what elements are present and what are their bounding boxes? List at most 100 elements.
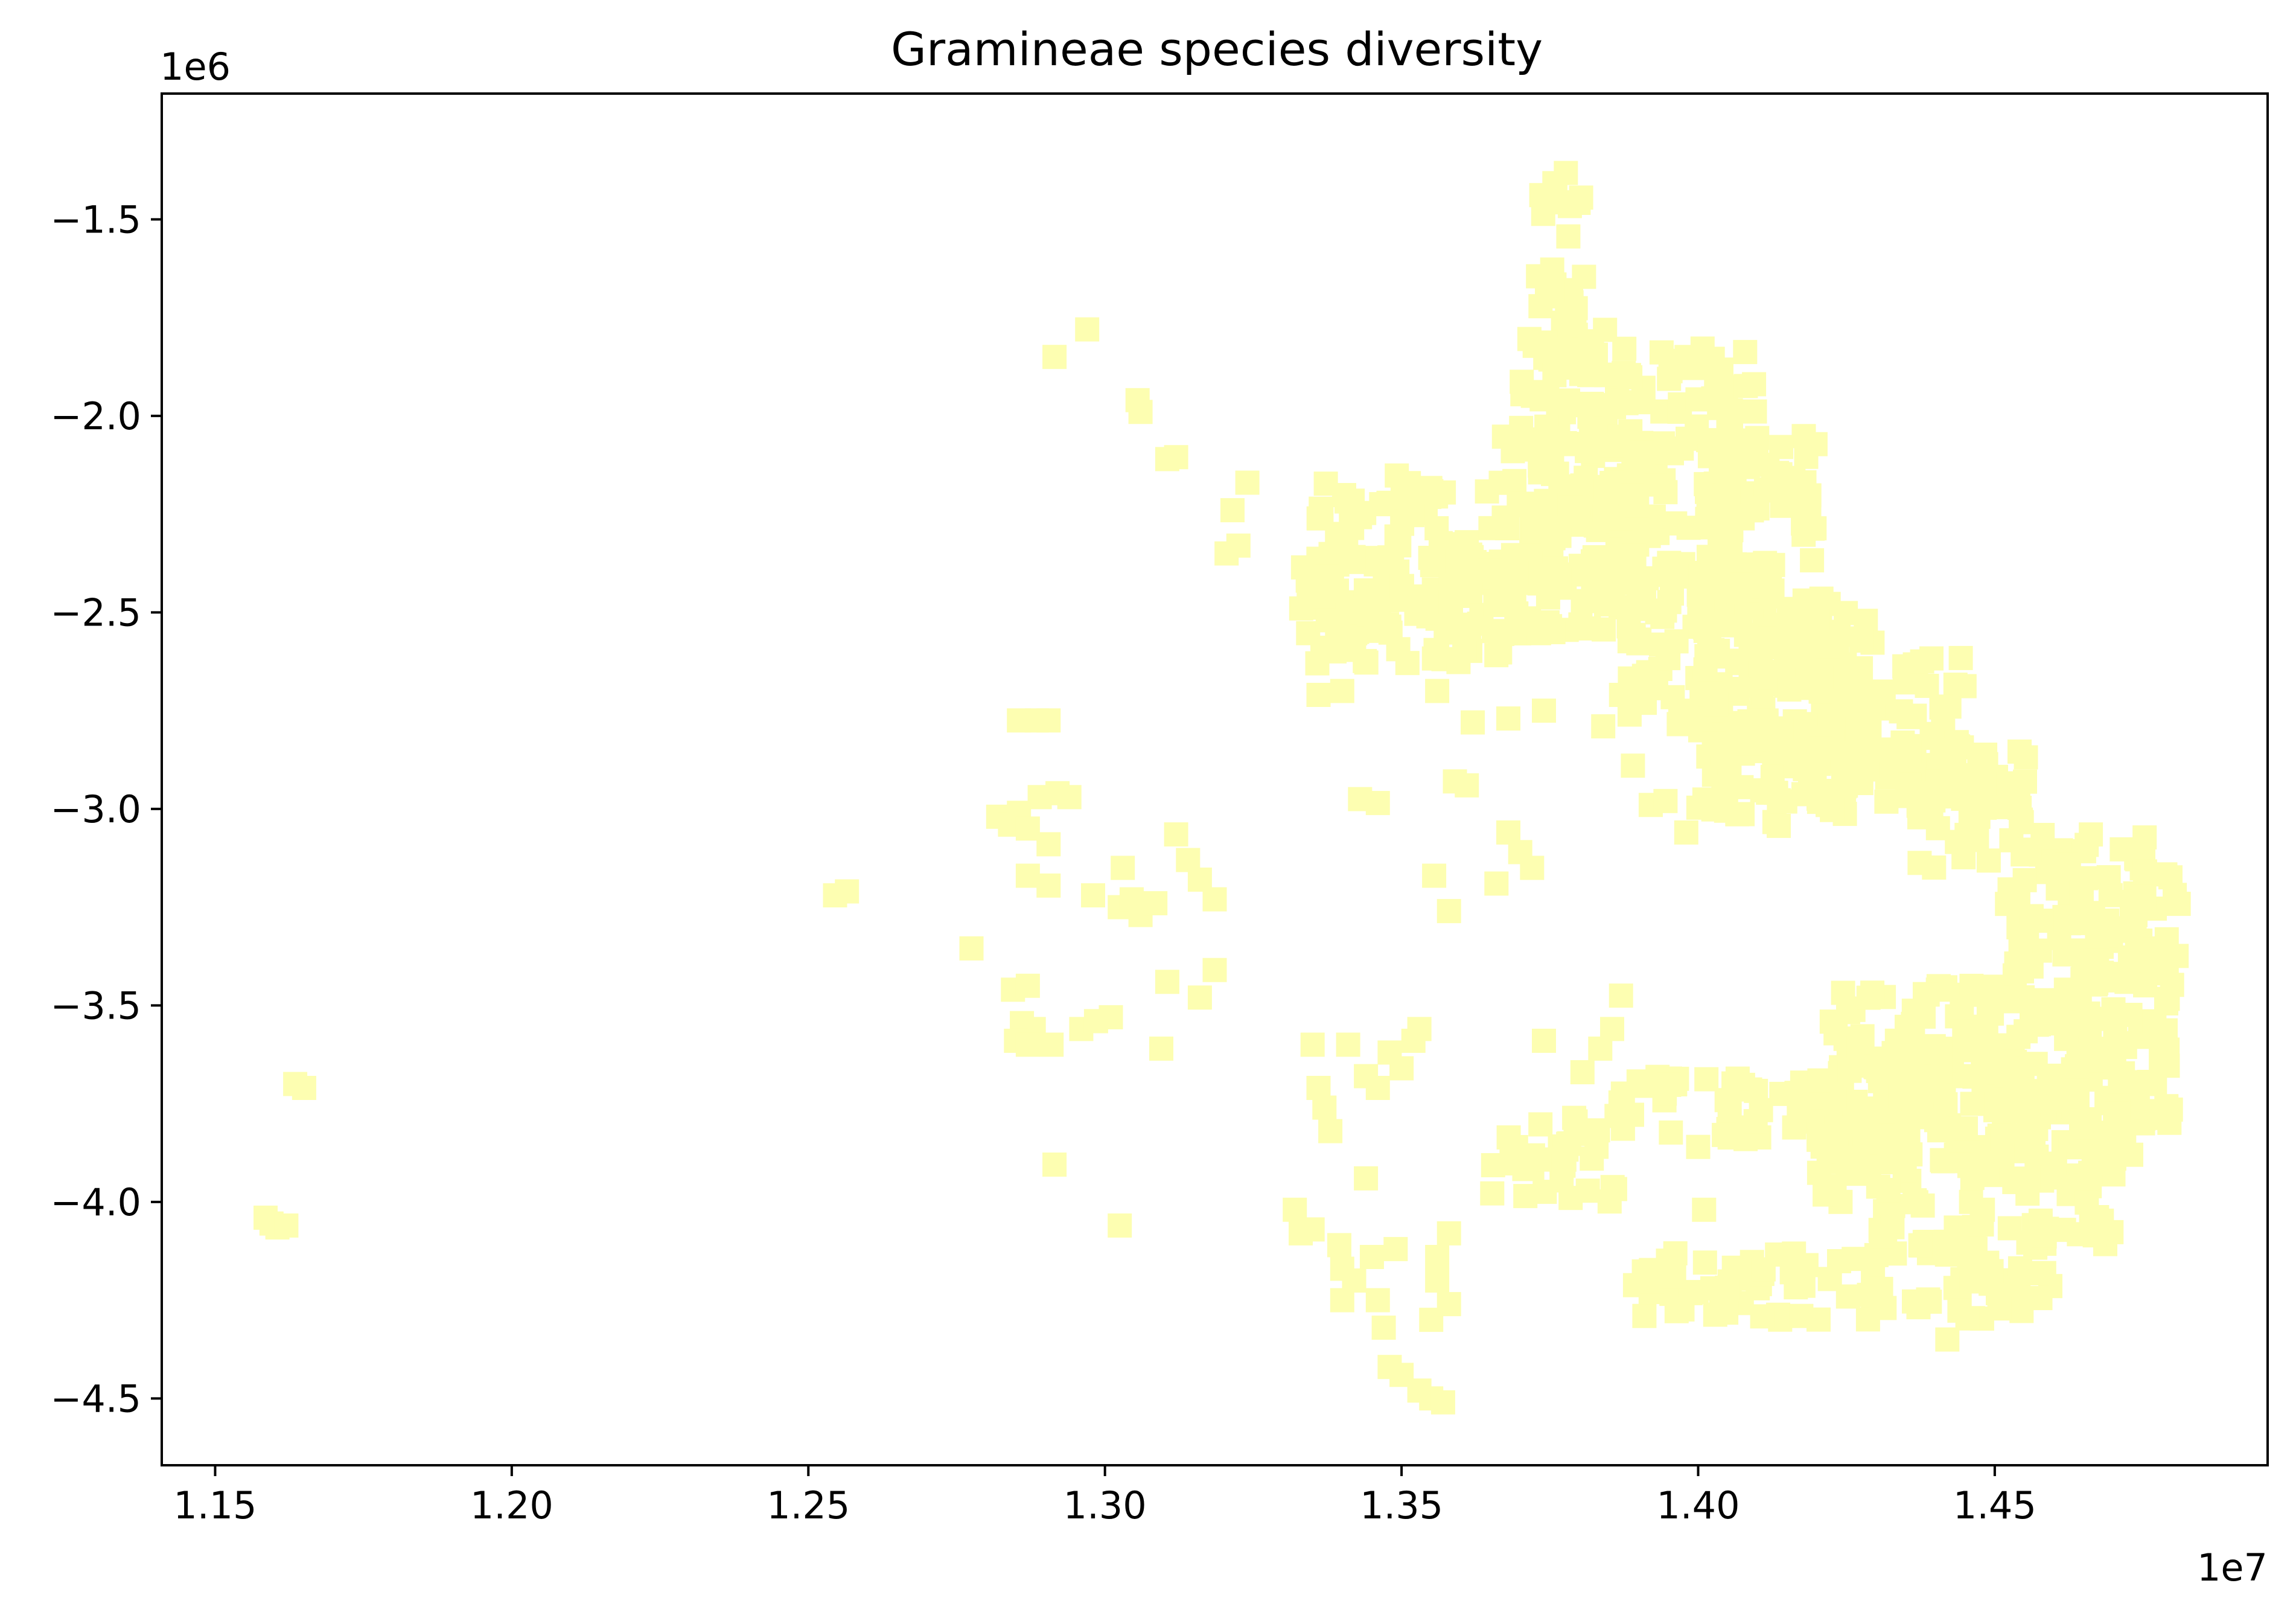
data-point-cluster	[1627, 580, 1651, 604]
data-point-cluster	[1309, 503, 1334, 528]
data-point	[1300, 1217, 1325, 1242]
data-point-cluster	[1716, 479, 1741, 504]
data-point	[1653, 788, 1678, 813]
data-point-cluster	[2132, 884, 2157, 909]
data-point-cluster	[1698, 515, 1723, 540]
data-point-cluster	[1305, 651, 1330, 676]
data-point-cluster	[1802, 516, 1827, 541]
data-point-cluster	[1622, 543, 1647, 568]
data-point-cluster	[1733, 340, 1758, 365]
data-point-cluster	[1987, 985, 2012, 1010]
data-point-cluster	[1395, 651, 1420, 676]
data-point	[1591, 714, 1616, 739]
data-point	[1425, 1245, 1450, 1269]
data-point-cluster	[1907, 805, 1931, 830]
data-point-cluster	[1490, 560, 1514, 584]
data-point-cluster	[1969, 1212, 1994, 1237]
data-point-cluster	[1965, 828, 1989, 852]
data-point	[1300, 1032, 1325, 1057]
data-point	[1036, 708, 1061, 733]
data-point-cluster	[1315, 608, 1340, 633]
data-point-cluster	[1947, 1298, 1972, 1323]
data-point-cluster	[2005, 1099, 2030, 1124]
data-point	[1371, 1316, 1396, 1340]
data-point-cluster	[1869, 1224, 1893, 1249]
data-point-cluster	[1575, 1178, 1600, 1203]
data-point-cluster	[1807, 1160, 1831, 1185]
data-point-cluster	[1605, 388, 1630, 413]
data-point-cluster	[1959, 973, 1984, 998]
data-point-cluster	[1540, 257, 1564, 282]
data-point-cluster	[1983, 1098, 2007, 1122]
data-point	[1318, 1119, 1343, 1143]
data-point	[1015, 816, 1040, 841]
data-point-cluster	[1664, 629, 1689, 654]
data-point-cluster	[1856, 985, 1881, 1010]
data-point-cluster	[2014, 1019, 2038, 1044]
data-point	[1164, 822, 1188, 847]
data-point-cluster	[2042, 1151, 2067, 1176]
data-point	[1220, 498, 1245, 523]
data-point	[1600, 1017, 1624, 1041]
data-point-cluster	[1541, 620, 1566, 645]
data-point-cluster	[1768, 462, 1793, 487]
data-point-cluster	[1547, 566, 1572, 590]
data-point	[1532, 699, 1556, 723]
data-point-cluster	[1692, 1250, 1717, 1275]
data-point-cluster	[1559, 393, 1584, 418]
x-tick-label: 1.30	[1063, 1483, 1147, 1527]
data-point-cluster	[1749, 1098, 1773, 1122]
data-point-cluster	[1896, 705, 1921, 729]
data-point-cluster	[2026, 1089, 2050, 1113]
data-point	[1108, 1213, 1132, 1238]
data-point	[959, 936, 984, 961]
data-point	[1235, 470, 1260, 495]
y-tick-label: −3.5	[50, 983, 141, 1028]
data-point-cluster	[1738, 635, 1763, 659]
data-point-cluster	[1805, 609, 1830, 633]
data-point-cluster	[1594, 549, 1619, 574]
data-point-cluster	[1874, 789, 1899, 814]
data-point-cluster	[1522, 333, 1547, 358]
data-point-cluster	[1813, 1182, 1837, 1207]
data-point-cluster	[1712, 1122, 1736, 1147]
data-point	[1354, 1166, 1379, 1191]
data-point-cluster	[1820, 798, 1845, 822]
data-point-cluster	[1937, 694, 1962, 719]
data-point-cluster	[1664, 564, 1689, 589]
data-point-cluster	[1963, 1236, 1988, 1261]
data-point-cluster	[1770, 493, 1794, 518]
data-point-cluster	[1997, 877, 2022, 902]
data-point-cluster	[2069, 881, 2094, 906]
data-point-cluster	[1950, 995, 1974, 1020]
data-point-cluster	[1620, 483, 1645, 508]
data-point-cluster	[1424, 516, 1449, 540]
data-point-cluster	[1743, 399, 1767, 424]
data-point-cluster	[1438, 590, 1463, 615]
data-point-cluster	[1318, 542, 1343, 566]
data-point-cluster	[1962, 1064, 1987, 1089]
data-point-cluster	[1960, 1092, 1985, 1116]
data-point-cluster	[1855, 1096, 1880, 1121]
data-point-cluster	[1764, 781, 1788, 805]
data-point-cluster	[1922, 855, 1947, 880]
x-tick-label: 1.40	[1656, 1483, 1740, 1527]
y-axis-offset-label: 1e6	[160, 45, 231, 89]
data-point-cluster	[1592, 617, 1616, 642]
data-point-cluster	[1915, 982, 1940, 1007]
data-point-cluster	[1873, 1046, 1898, 1071]
data-point-cluster	[1778, 608, 1802, 633]
data-point	[1407, 1017, 1432, 1041]
data-point-cluster	[1618, 365, 1643, 389]
data-point	[1327, 1233, 1351, 1258]
data-point-cluster	[1819, 1009, 1844, 1034]
data-point	[1187, 985, 1212, 1010]
data-point	[1036, 832, 1061, 857]
x-tick-label: 1.45	[1953, 1483, 2036, 1527]
data-point	[1532, 1028, 1556, 1053]
data-point-cluster	[1657, 1072, 1682, 1097]
data-point-cluster	[1957, 1154, 1982, 1178]
data-point-cluster	[1700, 347, 1725, 371]
data-point-cluster	[2137, 1070, 2161, 1094]
data-point-cluster	[1502, 468, 1527, 493]
